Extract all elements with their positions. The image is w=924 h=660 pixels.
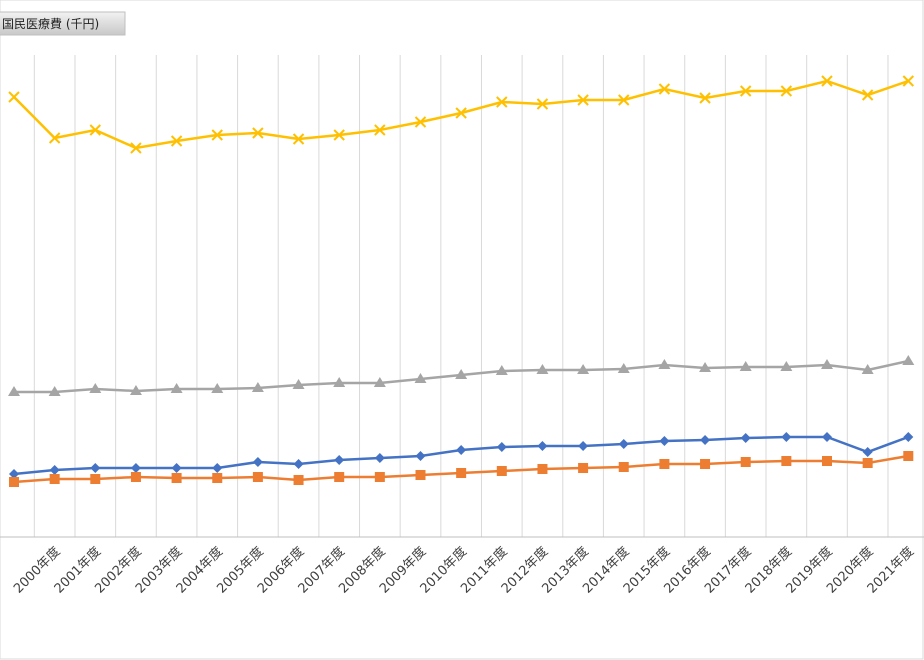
- marker: [862, 447, 873, 457]
- marker: [740, 433, 751, 443]
- marker: [90, 463, 101, 473]
- marker: [780, 361, 793, 371]
- marker: [334, 455, 345, 465]
- marker: [48, 132, 61, 144]
- marker: [414, 116, 427, 128]
- marker: [334, 472, 345, 482]
- marker: [780, 85, 793, 97]
- marker: [89, 124, 102, 136]
- marker: [495, 365, 508, 375]
- marker: [293, 459, 304, 469]
- marker: [902, 355, 915, 365]
- marker: [618, 439, 629, 449]
- marker: [415, 470, 426, 480]
- marker: [9, 469, 19, 479]
- marker: [9, 477, 19, 487]
- marker: [170, 383, 183, 393]
- marker: [8, 91, 20, 103]
- marker: [658, 83, 671, 95]
- marker: [902, 75, 915, 87]
- marker: [292, 379, 305, 389]
- marker: [659, 436, 670, 446]
- marker: [415, 451, 426, 461]
- marker: [822, 456, 832, 466]
- marker: [699, 362, 712, 372]
- marker: [374, 453, 385, 463]
- marker: [577, 94, 589, 106]
- marker: [90, 474, 101, 484]
- marker: [740, 457, 751, 467]
- marker: [903, 432, 914, 442]
- marker: [700, 435, 711, 445]
- marker: [251, 382, 264, 392]
- marker: [658, 359, 671, 369]
- marker: [821, 75, 833, 87]
- marker: [536, 364, 549, 374]
- marker: [781, 456, 792, 466]
- marker: [536, 98, 549, 110]
- marker: [537, 464, 548, 474]
- marker: [171, 463, 182, 473]
- marker: [861, 89, 874, 101]
- marker: [130, 463, 141, 473]
- marker: [861, 364, 874, 374]
- marker: [699, 92, 711, 104]
- marker: [292, 133, 305, 145]
- marker: [496, 442, 507, 452]
- marker: [781, 432, 792, 442]
- marker: [618, 94, 630, 106]
- marker: [130, 142, 142, 154]
- marker: [212, 473, 223, 483]
- marker: [456, 468, 467, 478]
- marker: [252, 472, 263, 482]
- marker: [333, 377, 346, 387]
- marker: [903, 451, 914, 461]
- marker: [414, 373, 427, 383]
- marker: [49, 465, 60, 475]
- marker: [333, 129, 345, 141]
- marker: [577, 364, 590, 374]
- marker: [252, 457, 263, 467]
- marker: [700, 459, 711, 469]
- marker: [130, 472, 141, 482]
- marker: [659, 459, 670, 469]
- marker: [374, 124, 386, 136]
- marker: [578, 463, 589, 473]
- marker: [212, 463, 223, 473]
- marker: [739, 85, 752, 97]
- marker: [496, 96, 508, 108]
- marker: [374, 472, 385, 482]
- marker: [129, 385, 142, 395]
- marker: [862, 458, 873, 468]
- marker: [170, 135, 183, 147]
- marker: [496, 466, 507, 476]
- title-box: [0, 11, 126, 36]
- marker: [211, 129, 223, 141]
- marker: [455, 107, 467, 119]
- marker: [89, 383, 102, 393]
- marker: [171, 473, 182, 483]
- marker: [618, 462, 629, 472]
- marker: [578, 441, 589, 451]
- marker: [537, 441, 548, 451]
- marker: [49, 474, 60, 484]
- marker: [252, 127, 264, 139]
- marker: [211, 383, 224, 393]
- marker: [455, 369, 468, 379]
- marker: [373, 377, 386, 387]
- marker: [456, 445, 467, 455]
- marker: [617, 363, 630, 373]
- marker: [48, 386, 61, 396]
- chart-title: 国民医療費 (千円): [2, 16, 99, 31]
- marker: [293, 475, 304, 485]
- marker: [739, 361, 752, 371]
- marker: [821, 359, 833, 369]
- marker: [822, 432, 832, 442]
- marker: [8, 386, 20, 396]
